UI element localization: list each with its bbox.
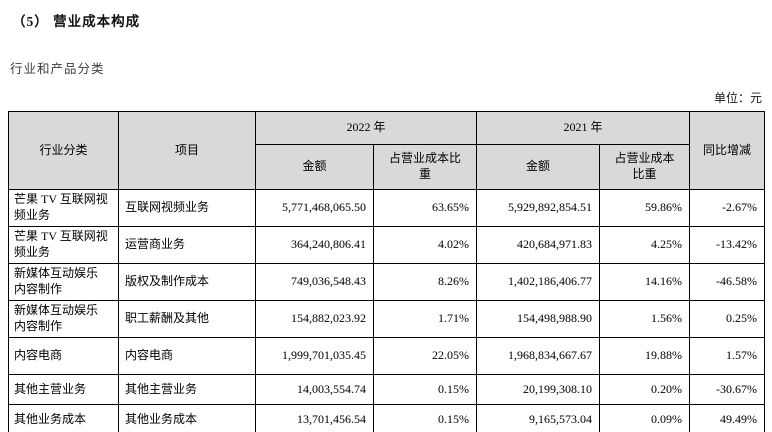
cell-ratio-2022: 0.15%	[372, 374, 478, 405]
cell-ratio-2022: 63.65%	[372, 189, 478, 227]
header-row-years: 行业分类 项目 2022 年 2021 年 同比增减	[8, 111, 766, 190]
cell-amount-2021: 1,402,186,406.77	[476, 263, 601, 301]
header-year-2021: 2021 年	[476, 111, 691, 145]
cell-amount-2022: 1,999,701,035.45	[255, 337, 374, 375]
cell-yoy: 1.57%	[689, 337, 766, 375]
cell-amount-2021: 420,684,971.83	[476, 226, 601, 264]
cell-item: 其他业务成本	[118, 404, 256, 432]
header-ratio-2022: 占营业成本比重	[372, 144, 478, 190]
cell-ratio-2022: 0.15%	[372, 404, 478, 432]
cell-yoy: -46.58%	[689, 263, 766, 301]
unit-row: 单位：元	[8, 89, 762, 106]
header-row-sub: 金额 占营业成本比重 金额 占营业成本比重	[9, 144, 765, 190]
cell-industry: 芒果 TV 互联网视频业务	[8, 226, 119, 264]
cell-industry: 其他主营业务	[8, 374, 119, 405]
cell-amount-2022: 154,882,023.92	[255, 300, 374, 338]
cell-industry: 新媒体互动娱乐内容制作	[8, 263, 119, 301]
header-yoy: 同比增减	[689, 111, 766, 190]
cell-ratio-2022: 8.26%	[372, 263, 478, 301]
cell-amount-2022: 364,240,806.41	[255, 226, 374, 264]
cell-amount-2021: 20,199,308.10	[476, 374, 601, 405]
cell-industry: 内容电商	[8, 337, 119, 375]
cell-ratio-2021: 0.20%	[599, 374, 691, 405]
cell-industry: 新媒体互动娱乐内容制作	[8, 300, 119, 338]
section-title: （5） 营业成本构成	[12, 14, 141, 29]
cell-ratio-2022: 22.05%	[372, 337, 478, 375]
cell-ratio-2021: 59.86%	[599, 189, 691, 227]
cell-ratio-2021: 4.25%	[599, 226, 691, 264]
table-row: 芒果 TV 互联网视频业务 互联网视频业务 5,771,468,065.50 6…	[8, 189, 766, 227]
cell-item: 职工薪酬及其他	[118, 300, 256, 338]
table-row: 新媒体互动娱乐内容制作 版权及制作成本 749,036,548.43 8.26%…	[8, 263, 766, 301]
header-amount-2021: 金额	[476, 144, 601, 190]
cell-amount-2021: 154,498,988.90	[476, 300, 601, 338]
cell-item: 互联网视频业务	[118, 189, 256, 227]
cell-amount-2022: 5,771,468,065.50	[255, 189, 374, 227]
cell-yoy: -13.42%	[689, 226, 766, 264]
cell-item: 其他主营业务	[118, 374, 256, 405]
cell-amount-2021: 1,968,834,667.67	[476, 337, 601, 375]
header-item: 项目	[118, 111, 256, 190]
cell-amount-2022: 14,003,554.74	[255, 374, 374, 405]
cell-industry: 其他业务成本	[8, 404, 119, 432]
classification-subtitle: 行业和产品分类	[10, 62, 105, 76]
table-row: 新媒体互动娱乐内容制作 职工薪酬及其他 154,882,023.92 1.71%…	[8, 300, 766, 338]
table-row: 芒果 TV 互联网视频业务 运营商业务 364,240,806.41 4.02%…	[8, 226, 766, 264]
cost-composition-table: 行业分类 项目 2022 年 2021 年 同比增减 金额 占营业成本比重 金额…	[8, 111, 766, 432]
cell-amount-2021: 5,929,892,854.51	[476, 189, 601, 227]
cell-ratio-2021: 19.88%	[599, 337, 691, 375]
cell-industry: 芒果 TV 互联网视频业务	[8, 189, 119, 227]
cell-ratio-2021: 1.56%	[599, 300, 691, 338]
cell-ratio-2022: 1.71%	[372, 300, 478, 338]
cell-yoy: 0.25%	[689, 300, 766, 338]
cell-amount-2022: 13,701,456.54	[255, 404, 374, 432]
table-row: 其他业务成本 其他业务成本 13,701,456.54 0.15% 9,165,…	[8, 404, 766, 432]
cell-ratio-2021: 14.16%	[599, 263, 691, 301]
cell-yoy: 49.49%	[689, 404, 766, 432]
header-amount-2022: 金额	[255, 144, 374, 190]
cell-amount-2021: 9,165,573.04	[476, 404, 601, 432]
table-row: 其他主营业务 其他主营业务 14,003,554.74 0.15% 20,199…	[8, 374, 766, 405]
cell-yoy: -2.67%	[689, 189, 766, 227]
cell-ratio-2021: 0.09%	[599, 404, 691, 432]
cell-ratio-2022: 4.02%	[372, 226, 478, 264]
cell-amount-2022: 749,036,548.43	[255, 263, 374, 301]
cell-item: 内容电商	[118, 337, 256, 375]
table-row: 内容电商 内容电商 1,999,701,035.45 22.05% 1,968,…	[8, 337, 766, 375]
cell-yoy: -30.67%	[689, 374, 766, 405]
header-industry: 行业分类	[8, 111, 119, 190]
unit-label: 单位：元	[713, 91, 762, 105]
header-ratio-2021: 占营业成本比重	[599, 144, 691, 190]
cell-item: 版权及制作成本	[118, 263, 256, 301]
header-year-2022: 2022 年	[254, 111, 478, 145]
cell-item: 运营商业务	[118, 226, 256, 264]
